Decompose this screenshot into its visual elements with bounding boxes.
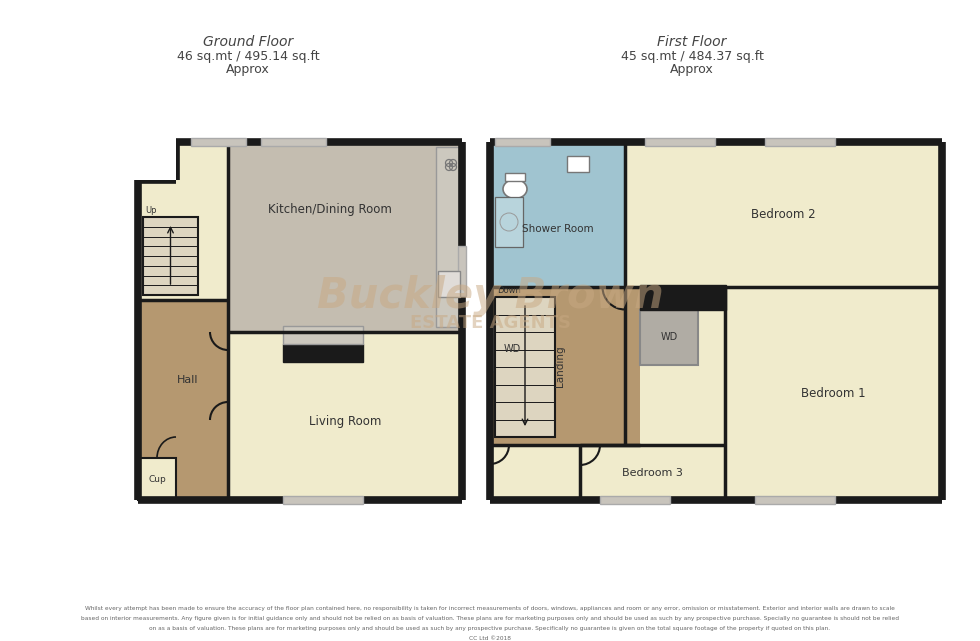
Bar [765,138,835,146]
Text: 45 sq.mt / 484.37 sq.ft: 45 sq.mt / 484.37 sq.ft [620,50,763,63]
Text: Whilst every attempt has been made to ensure the accuracy of the floor plan cont: Whilst every attempt has been made to en… [85,606,895,611]
Text: Bedroom 1: Bedroom 1 [802,387,865,400]
Bar [490,287,640,445]
Text: based on interior measurements. Any figure given is for initial guidance only an: based on interior measurements. Any figu… [81,616,899,621]
Text: on as a basis of valuation. These plans are for marketing purposes only and shou: on as a basis of valuation. These plans … [149,626,831,631]
Bar [436,147,462,327]
Text: Up: Up [145,206,157,215]
Text: Approx: Approx [670,63,713,76]
Bar [495,297,555,437]
Bar [490,142,625,287]
Bar [283,344,363,362]
Text: ESTATE AGENTS: ESTATE AGENTS [410,314,570,332]
Text: WD: WD [504,344,521,354]
Bar [138,300,228,500]
Ellipse shape [503,179,527,199]
Text: 46 sq.mt / 495.14 sq.ft: 46 sq.mt / 495.14 sq.ft [176,50,319,63]
Bar [138,142,462,500]
Bar [505,173,525,181]
Bar [138,458,176,500]
Text: Approx: Approx [226,63,270,76]
Bar [283,496,363,504]
Bar [725,287,942,500]
Text: Shower Room: Shower Room [521,224,593,235]
Text: Living Room: Living Room [309,415,381,428]
Text: Bedroom 3: Bedroom 3 [622,467,683,478]
Text: Hall: Hall [177,375,199,385]
Bar [138,142,176,180]
Bar [438,271,460,297]
Bar [143,217,198,295]
Bar [640,285,726,310]
Text: Down: Down [497,286,521,295]
Bar [228,142,462,332]
Bar [580,445,725,500]
Bar [495,197,523,247]
Bar [261,138,326,146]
Bar [567,156,589,172]
Text: Landing: Landing [555,345,565,387]
Bar [625,142,942,287]
Bar [755,496,835,504]
Text: WD: WD [661,333,677,342]
Text: Bedroom 2: Bedroom 2 [752,208,815,221]
Bar [645,138,715,146]
Text: Ground Floor: Ground Floor [203,35,293,49]
Bar [490,327,535,372]
Text: Cup: Cup [148,474,166,483]
Text: Buckley Brown: Buckley Brown [317,275,663,317]
Bar [640,310,698,365]
Bar [191,138,246,146]
Text: First Floor: First Floor [658,35,727,49]
Bar [600,496,670,504]
Text: Kitchen/Dining Room: Kitchen/Dining Room [269,203,392,217]
Bar [283,326,363,344]
Bar [458,246,466,296]
Bar [495,138,550,146]
Bar [490,142,942,500]
Text: CC Ltd ©2018: CC Ltd ©2018 [469,636,511,641]
